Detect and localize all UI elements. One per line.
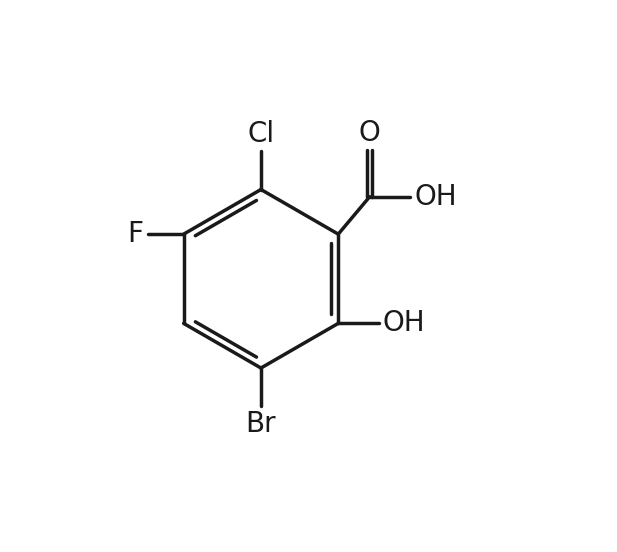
Text: F: F [127, 220, 143, 248]
Text: Cl: Cl [247, 120, 275, 148]
Text: O: O [359, 119, 381, 146]
Text: OH: OH [414, 183, 457, 211]
Text: Br: Br [246, 410, 276, 438]
Text: OH: OH [383, 309, 426, 337]
